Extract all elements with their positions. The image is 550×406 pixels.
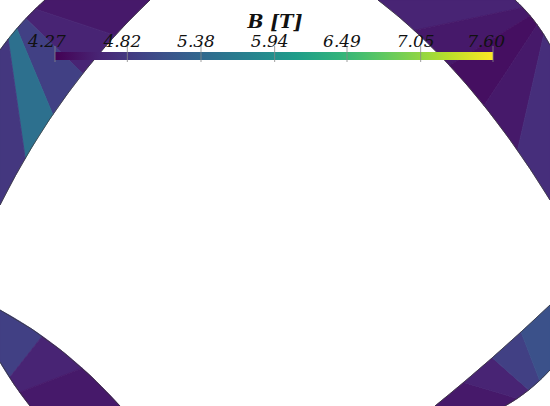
colorbar: B [T] 4.27 4.82 5.38 5.94 6.49 7.05 7.60 (27, 10, 505, 62)
surface-edge (0, 362, 30, 406)
surface-patch (20, 368, 120, 406)
colorbar-label: 5.38 (177, 31, 215, 51)
surface-edge (0, 310, 120, 406)
surface-edge (435, 305, 550, 406)
surface-patch (521, 305, 550, 381)
surface-patch (518, 35, 550, 200)
colorbar-label: 4.27 (27, 31, 66, 51)
surface-edge (378, 0, 550, 200)
figure: B [T] 4.27 4.82 5.38 5.94 6.49 7.05 7.60 (0, 0, 550, 406)
field-surface (0, 0, 550, 406)
colorbar-label: 5.94 (251, 31, 289, 51)
colorbar-title: B [T] (247, 10, 303, 32)
surface-edge (515, 0, 550, 45)
colorbar-scale (55, 52, 493, 60)
colorbar-label: 7.05 (397, 31, 435, 51)
colorbar-label: 6.49 (323, 31, 361, 51)
colorbar-label: 7.60 (467, 31, 505, 51)
colorbar-label: 4.82 (102, 31, 141, 51)
surface-edge (505, 370, 550, 406)
surface-edge (0, 0, 150, 205)
